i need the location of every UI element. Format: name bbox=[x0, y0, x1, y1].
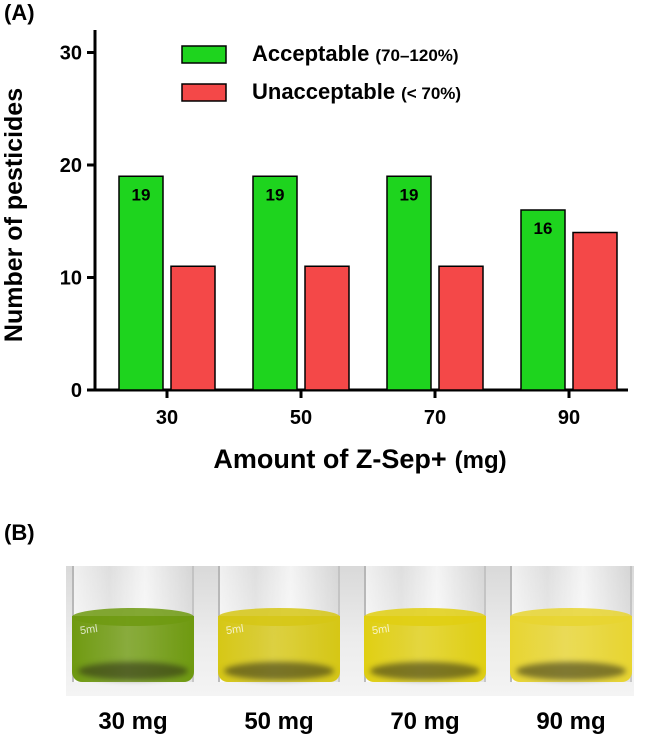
y-tick-label: 20 bbox=[60, 155, 82, 177]
x-tick-label: 50 bbox=[290, 407, 312, 429]
vial-sediment bbox=[516, 662, 626, 680]
y-tick-label: 0 bbox=[71, 380, 82, 402]
bar-acceptable-90 bbox=[520, 209, 566, 391]
y-tick-label: 30 bbox=[60, 43, 82, 65]
x-axis-label: Amount of Z-Sep+ (mg) bbox=[213, 444, 506, 474]
vial-volume-marking: 5ml bbox=[225, 622, 245, 638]
legend-range: (< 70%) bbox=[401, 84, 461, 103]
legend-name: Unacceptable bbox=[252, 79, 395, 104]
legend-swatch-acceptable bbox=[181, 45, 227, 64]
vial-sediment bbox=[370, 662, 480, 680]
vial-label: 30 mg bbox=[98, 708, 168, 735]
vials-photo: 5ml 5ml 5ml bbox=[66, 566, 634, 696]
vial-sediment bbox=[78, 662, 188, 680]
bar-acceptable-30 bbox=[118, 175, 164, 391]
vial-4 bbox=[504, 566, 634, 696]
vial-meniscus bbox=[218, 608, 340, 626]
vial-label: 50 mg bbox=[244, 708, 314, 735]
bar-acceptable-50 bbox=[252, 175, 298, 391]
bar-acceptable-70 bbox=[386, 175, 432, 391]
bar-unacceptable-90 bbox=[572, 231, 618, 391]
panel-a-label: (A) bbox=[4, 0, 35, 25]
bar-data-label: 19 bbox=[400, 185, 419, 204]
bar-unacceptable-50 bbox=[304, 265, 350, 391]
x-tick-label: 70 bbox=[424, 407, 446, 429]
bar-unacceptable-70 bbox=[438, 265, 484, 391]
bar-data-label: 16 bbox=[534, 219, 553, 238]
x-axis-label-unit: (mg) bbox=[455, 447, 507, 474]
vial-meniscus bbox=[364, 608, 486, 626]
vial-meniscus bbox=[72, 608, 194, 626]
bar-data-label: 19 bbox=[132, 185, 151, 204]
bar-unacceptable-30 bbox=[170, 265, 216, 391]
x-axis-label-main: Amount of Z-Sep+ bbox=[213, 444, 446, 474]
x-tick-label: 90 bbox=[558, 407, 580, 429]
legend-entry-unacceptable: Unacceptable (< 70%) bbox=[252, 79, 461, 104]
bar-chart: 0 10 20 30 19 19 19 16 30 50 70 90 Acceptable (70–… bbox=[0, 30, 628, 474]
vial-label: 90 mg bbox=[536, 708, 606, 735]
panel-b-label: (B) bbox=[4, 520, 35, 545]
x-tick-label: 30 bbox=[156, 407, 178, 429]
vial-meniscus bbox=[510, 608, 632, 626]
vial-sediment bbox=[224, 662, 334, 680]
vial-label: 70 mg bbox=[390, 708, 460, 735]
legend-swatch-unacceptable bbox=[181, 83, 227, 102]
vial-3: 5ml bbox=[358, 566, 492, 696]
vial-2: 5ml bbox=[212, 566, 346, 696]
vial-volume-marking: 5ml bbox=[79, 622, 99, 638]
y-axis-label: Number of pesticides bbox=[0, 88, 28, 342]
bar-data-label: 19 bbox=[266, 185, 285, 204]
y-tick-label: 10 bbox=[60, 268, 82, 290]
vial-1: 5ml bbox=[66, 566, 200, 696]
legend-name: Acceptable bbox=[252, 41, 369, 66]
legend-range: (70–120%) bbox=[375, 46, 458, 65]
legend-entry-acceptable: Acceptable (70–120%) bbox=[252, 41, 459, 66]
vial-volume-marking: 5ml bbox=[371, 622, 391, 638]
